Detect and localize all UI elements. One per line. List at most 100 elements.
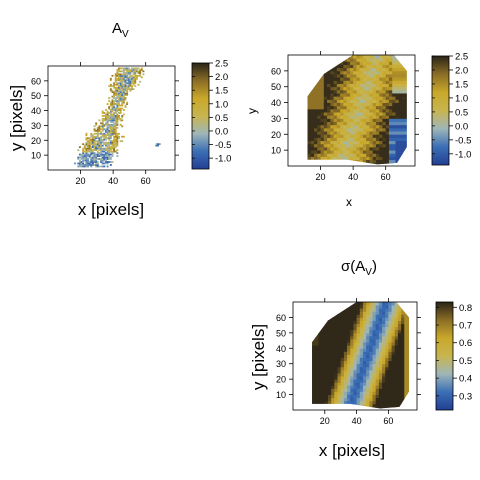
pixel	[100, 161, 103, 163]
heatmap-cell	[312, 351, 316, 355]
pixel	[114, 126, 117, 129]
heatmap-cell	[327, 302, 332, 306]
heatmap-cell	[310, 146, 315, 151]
heatmap-cell	[404, 335, 408, 340]
heatmap-cell	[359, 339, 364, 343]
heatmap-cell	[323, 121, 328, 126]
heatmap-cell	[401, 357, 405, 362]
heatmap-cell	[404, 391, 408, 395]
heatmap-cell	[369, 131, 374, 135]
heatmap-cell	[340, 326, 345, 331]
heatmap-cell	[385, 311, 389, 315]
heatmap-cell	[321, 308, 326, 312]
heatmap-cell	[346, 74, 351, 78]
pixel	[119, 80, 122, 83]
heatmap-cell	[397, 348, 402, 352]
heatmap-cell	[362, 112, 367, 116]
heatmap-cell	[362, 323, 367, 328]
pixel	[106, 129, 109, 132]
heatmap-cell	[375, 339, 380, 343]
pixel	[96, 129, 99, 132]
heatmap-cell	[331, 332, 335, 337]
heatmap-cell	[411, 321, 415, 324]
pixel	[113, 146, 116, 149]
heatmap-cell	[327, 379, 332, 383]
heatmap-cell	[330, 58, 334, 62]
pixel	[106, 149, 109, 151]
heatmap-cell	[385, 156, 390, 161]
heatmap-cell	[408, 77, 412, 81]
pixel	[78, 159, 81, 162]
heatmap-cell	[385, 335, 389, 340]
heatmap-cell	[378, 388, 383, 392]
heatmap-cell	[324, 403, 329, 408]
heatmap-cell	[401, 83, 406, 88]
pixel	[122, 71, 125, 74]
heatmap-cell	[353, 58, 357, 62]
heatmap-cell	[333, 77, 338, 81]
heatmap-cell	[349, 77, 354, 81]
heatmap-cell	[315, 314, 319, 318]
pixel	[114, 98, 117, 101]
heatmap-cell	[323, 156, 328, 161]
heatmap-cell	[317, 105, 321, 110]
heatmap-cell	[331, 366, 335, 371]
heatmap-cell	[327, 58, 331, 62]
heatmap-cell	[385, 131, 390, 135]
pixel	[104, 162, 107, 165]
heatmap-cell	[401, 77, 406, 81]
pixel	[83, 159, 86, 162]
heatmap-cell	[369, 67, 374, 72]
pixel	[95, 137, 98, 140]
heatmap-cell	[385, 143, 390, 148]
heatmap-cell	[359, 121, 364, 126]
heatmap-cell	[318, 348, 323, 352]
pixel	[129, 76, 132, 79]
heatmap-cell	[375, 61, 380, 65]
pixel	[85, 138, 88, 141]
heatmap-cell	[369, 64, 374, 69]
heatmap-cell	[375, 143, 380, 148]
pixel	[109, 141, 112, 144]
heatmap-cell	[375, 406, 380, 409]
pixel	[114, 76, 117, 79]
pixel	[108, 156, 111, 159]
heatmap-cell	[336, 115, 341, 119]
heatmap-cell	[382, 406, 386, 409]
heatmap-cell	[401, 67, 406, 72]
heatmap-cell	[331, 354, 335, 358]
heatmap-cell	[385, 369, 389, 374]
heatmap-cell	[327, 108, 331, 113]
heatmap-cell	[385, 305, 389, 309]
heatmap-cell	[334, 363, 338, 368]
heatmap-cell	[378, 308, 383, 312]
colorbar-tick-label: 0.4	[459, 374, 472, 385]
heatmap-cell	[401, 118, 406, 122]
heatmap-cell	[392, 99, 396, 103]
heatmap-cell	[397, 351, 402, 355]
pixel	[132, 79, 135, 82]
heatmap-cell	[327, 134, 331, 138]
pixel	[114, 107, 117, 110]
heatmap-cell	[343, 311, 348, 315]
heatmap-cell	[366, 134, 370, 138]
heatmap-cell	[315, 345, 319, 349]
heatmap-cell	[366, 96, 370, 100]
heatmap-cell	[407, 394, 410, 399]
heatmap-cell	[388, 351, 392, 355]
pixel	[116, 152, 119, 154]
heatmap-cell	[310, 93, 315, 97]
pixel	[93, 144, 96, 147]
pixel	[101, 144, 104, 147]
heatmap-cell	[314, 86, 318, 91]
heatmap-cell	[314, 64, 318, 69]
pixel	[104, 141, 107, 144]
pixel	[104, 135, 107, 138]
pixel	[80, 164, 83, 166]
heatmap-cell	[404, 372, 408, 377]
heatmap-cell	[323, 140, 328, 145]
heatmap-cell	[404, 323, 408, 328]
heatmap-cell	[347, 320, 351, 324]
heatmap-cell	[382, 83, 387, 88]
heatmap-cell	[366, 388, 370, 392]
